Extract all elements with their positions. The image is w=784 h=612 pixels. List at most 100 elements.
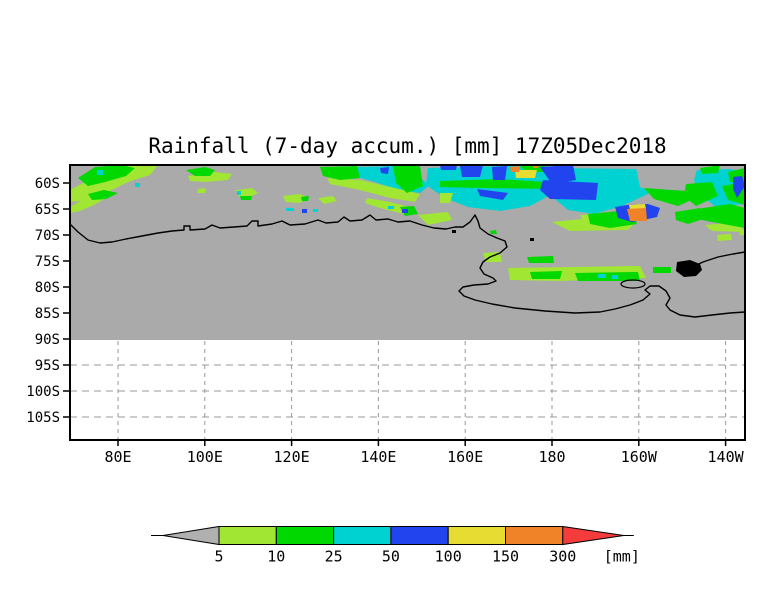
colorbar-segment bbox=[505, 526, 564, 545]
colorbar-segment bbox=[390, 526, 449, 545]
colorbar-segment bbox=[447, 526, 507, 545]
rain-patch-green bbox=[644, 188, 696, 206]
rain-speck-cyan bbox=[313, 209, 318, 212]
lat-lon-grid bbox=[70, 341, 745, 440]
y-tick-label: 80S bbox=[35, 280, 60, 296]
rain-patch-green bbox=[653, 267, 671, 273]
colorbar-level-label: 100 bbox=[435, 548, 462, 566]
rain-patch-green bbox=[88, 190, 118, 200]
colorbar-arrow-high bbox=[562, 525, 624, 546]
rain-patch-lightgreen bbox=[236, 188, 258, 197]
y-tick-label: 75S bbox=[35, 254, 60, 270]
rain-speck-cyan bbox=[237, 191, 241, 195]
colorbar-level-label: 50 bbox=[382, 548, 400, 566]
rain-speck-blue bbox=[302, 209, 307, 213]
rain-patch-blue bbox=[477, 189, 508, 200]
y-tick-label: 100S bbox=[26, 384, 60, 400]
mountain-cluster bbox=[676, 260, 702, 277]
rain-patch-yellow bbox=[515, 170, 537, 178]
rain-patch-blue bbox=[733, 176, 745, 198]
chart-title: Rainfall (7-day accum.) [mm] 17Z05Dec201… bbox=[148, 134, 667, 158]
rain-speck-cyan bbox=[286, 208, 294, 211]
rain-patch-blue bbox=[460, 165, 483, 177]
rain-patch-blue bbox=[492, 166, 507, 180]
rain-patch-green bbox=[575, 272, 640, 281]
rain-speck-cyan bbox=[97, 170, 103, 175]
x-tick-label: 80E bbox=[104, 448, 131, 466]
x-tick-label: 180 bbox=[538, 448, 565, 466]
colorbar: 5 10 25 50 100 150 300 [mm] bbox=[151, 525, 640, 566]
x-tick-label: 160E bbox=[447, 448, 483, 466]
rain-patch-orange bbox=[510, 166, 520, 172]
colorbar-level-label: 300 bbox=[549, 548, 576, 566]
island-dot bbox=[530, 238, 534, 241]
rain-patch-blue bbox=[380, 167, 389, 174]
rain-patch-green bbox=[530, 271, 562, 279]
colorbar-level-label: 5 bbox=[214, 548, 223, 566]
y-tick-label: 70S bbox=[35, 228, 60, 244]
rain-patch-blue bbox=[540, 180, 598, 200]
y-tick-label: 105S bbox=[26, 410, 60, 426]
rain-patch-lightgreen bbox=[283, 194, 308, 203]
rain-patch-green bbox=[301, 196, 309, 201]
rain-speck-cyan bbox=[598, 274, 606, 278]
colorbar-segment bbox=[333, 526, 392, 545]
colorbar-level-label: 150 bbox=[492, 548, 519, 566]
rain-patch-lightgreen bbox=[327, 178, 420, 202]
rain-patch-lightgreen bbox=[70, 165, 158, 202]
colorbar-segment bbox=[218, 526, 277, 545]
x-tick-label: 100E bbox=[187, 448, 223, 466]
x-tick-label: 160W bbox=[621, 448, 658, 466]
island-dot bbox=[452, 230, 456, 233]
y-axis: 60S 65S 70S 75S 80S 85S 90S 95S 100S 105S bbox=[26, 176, 70, 426]
rain-field bbox=[70, 165, 745, 281]
rain-patch-lightgreen bbox=[70, 196, 106, 213]
x-axis: 80E 100E 120E 140E 160E 180 160W 140W bbox=[104, 440, 745, 466]
colorbar-arrow-low bbox=[162, 525, 220, 546]
x-tick-label: 120E bbox=[274, 448, 310, 466]
rain-patch-green bbox=[186, 167, 215, 176]
y-tick-label: 85S bbox=[35, 306, 60, 322]
colorbar-segment bbox=[275, 526, 335, 545]
rain-patch-green bbox=[684, 182, 718, 206]
rain-patch-lightgreen bbox=[197, 188, 206, 193]
rain-patch-green bbox=[240, 196, 252, 200]
rain-speck-cyan bbox=[135, 183, 140, 187]
rain-speck-blue bbox=[402, 209, 408, 213]
coastline bbox=[70, 214, 745, 318]
rain-patch-lightgreen bbox=[440, 193, 453, 203]
y-tick-label: 95S bbox=[35, 358, 60, 374]
rain-patch-green bbox=[78, 165, 135, 186]
rain-speck-cyan bbox=[612, 275, 618, 279]
ice-shelf-outline bbox=[620, 279, 646, 289]
plot-border bbox=[69, 164, 746, 441]
rain-patch-green bbox=[675, 208, 706, 224]
rain-patch-green bbox=[527, 256, 554, 263]
x-tick-label: 140W bbox=[708, 448, 745, 466]
rain-patch-lightgreen bbox=[739, 229, 745, 235]
x-tick-label: 140E bbox=[360, 448, 396, 466]
rain-patch-blue bbox=[440, 165, 457, 170]
rain-patch-green bbox=[700, 165, 720, 174]
rain-patch-green bbox=[400, 206, 418, 216]
rain-patch-blue bbox=[540, 165, 576, 184]
rain-patch-lightgreen bbox=[318, 196, 337, 204]
rain-patch-green bbox=[490, 230, 497, 234]
coastlines bbox=[70, 214, 745, 318]
colorbar-level-label: 25 bbox=[325, 548, 343, 566]
rain-patch-lightgreen bbox=[717, 234, 732, 241]
rain-patch-green bbox=[440, 179, 560, 189]
rain-patch-green bbox=[320, 166, 360, 180]
rain-patch-green bbox=[690, 204, 745, 228]
y-tick-label: 90S bbox=[35, 332, 60, 348]
rain-patch-orange bbox=[627, 208, 647, 221]
map-plot bbox=[70, 165, 745, 440]
y-tick-label: 60S bbox=[35, 176, 60, 192]
colorbar-unit-label: [mm] bbox=[604, 548, 640, 566]
rain-patch-lightgreen bbox=[418, 212, 452, 225]
y-tick-label: 65S bbox=[35, 202, 60, 218]
colorbar-level-label: 10 bbox=[267, 548, 285, 566]
rain-patch-green bbox=[393, 166, 423, 193]
